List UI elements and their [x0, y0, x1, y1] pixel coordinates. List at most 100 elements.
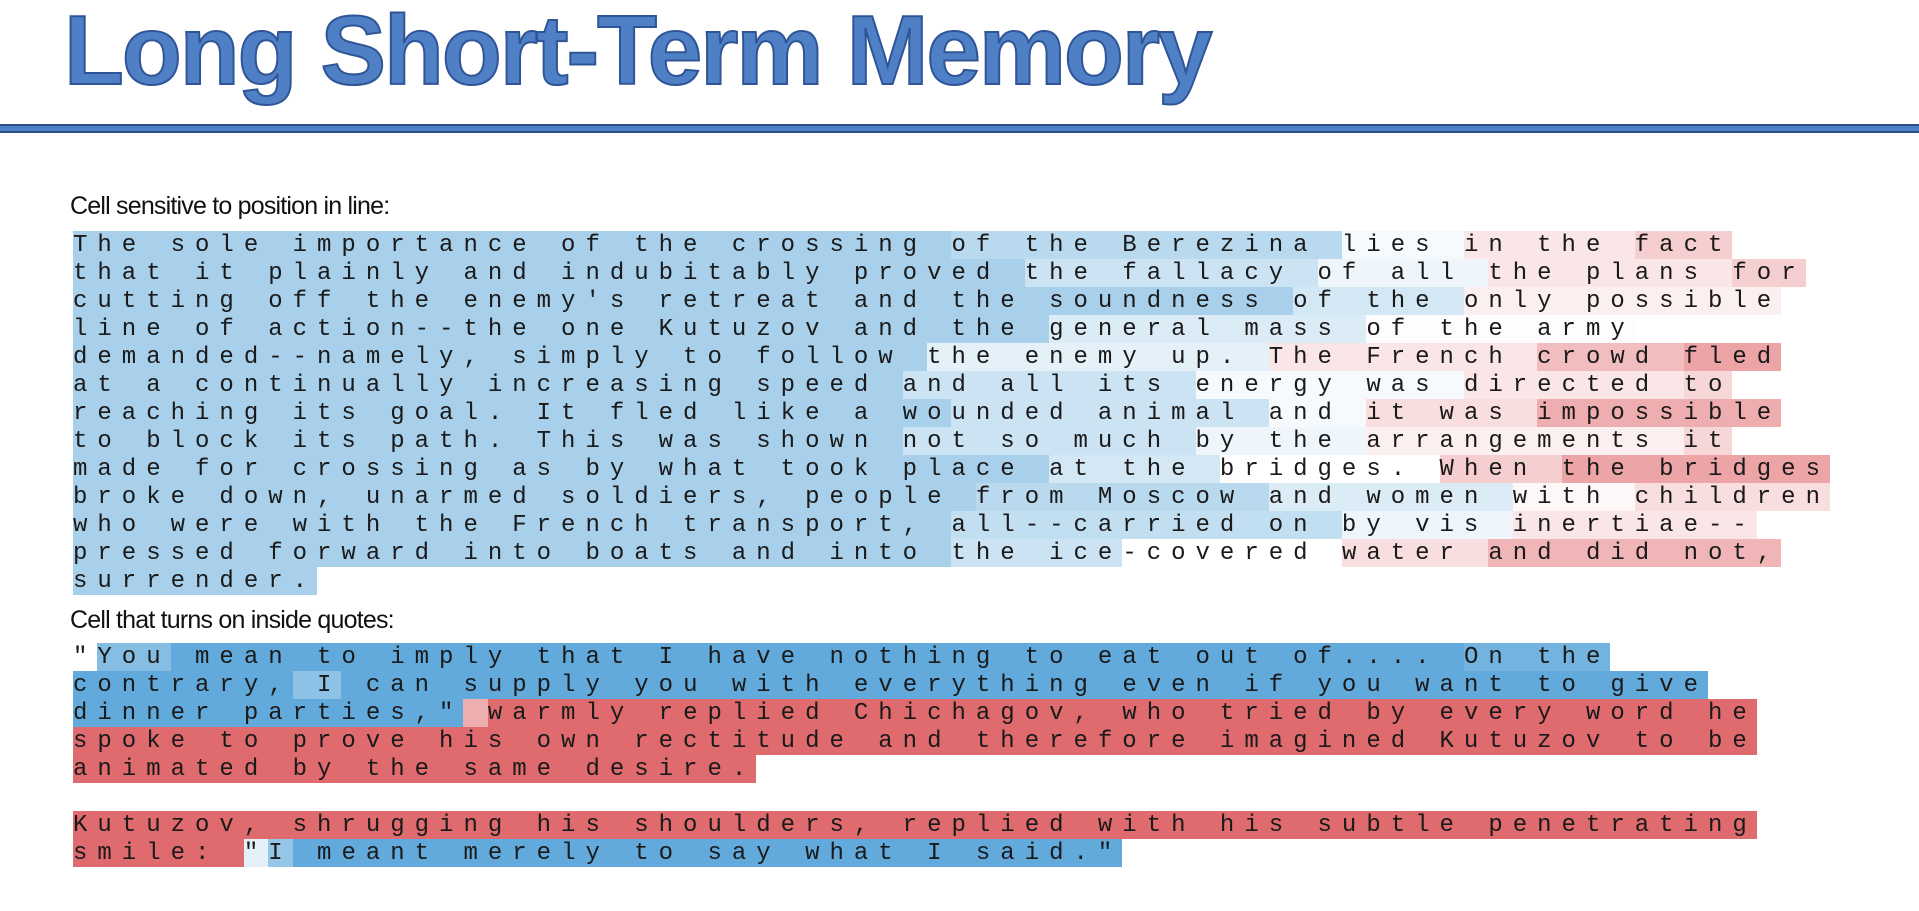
activation-segment: "	[73, 643, 98, 671]
activation-segment: spoke to prove his own rectitude and the…	[73, 727, 1757, 755]
activation-segment: inertiae--	[1512, 511, 1757, 539]
activation-segment: contrary,	[73, 671, 293, 699]
text-line: smile: "I meant merely to say what I sai…	[73, 839, 1757, 867]
activation-segment: broke down, unarmed soldiers, people	[73, 483, 976, 511]
activation-segment: meant merely to say what I said."	[292, 839, 1123, 867]
activation-segment: -covered	[1122, 539, 1342, 567]
activation-segment: to block its path. This was shown	[73, 427, 903, 455]
activation-segment: fled	[1683, 343, 1782, 371]
activation-segment: I	[268, 839, 293, 867]
text-line: surrender.	[73, 567, 1830, 595]
activation-segment: I	[292, 671, 342, 699]
title-divider	[0, 124, 1919, 133]
text-line: animated by the same desire.	[73, 755, 1757, 783]
section2-text-block: "You mean to imply that I have nothing t…	[73, 643, 1757, 867]
activation-segment: reaching its goal. It fled like a wo	[73, 399, 952, 427]
text-line: contrary, I can supply you with everythi…	[73, 671, 1757, 699]
activation-segment: and women	[1268, 483, 1513, 511]
activation-segment: and did not,	[1488, 539, 1782, 567]
activation-segment: made for crossing as by what took place	[73, 455, 1050, 483]
activation-segment: fact	[1634, 231, 1733, 259]
activation-segment: can supply you with everything even if y…	[341, 671, 1708, 699]
activation-segment	[463, 699, 488, 727]
text-line: cutting off the enemy's retreat and the …	[73, 287, 1830, 315]
activation-segment: animated by the same desire.	[73, 755, 757, 783]
activation-segment: "	[243, 839, 269, 867]
activation-segment: dinner parties,"	[73, 699, 464, 727]
activation-segment: energy was	[1195, 371, 1464, 399]
activation-segment: to	[1683, 371, 1733, 399]
activation-segment: The French	[1268, 343, 1538, 371]
activation-segment: the enemy up.	[927, 343, 1269, 371]
activation-segment: water	[1341, 539, 1489, 567]
activation-segment: pressed forward into boats and into	[73, 539, 952, 567]
activation-segment: unded animal	[951, 399, 1269, 427]
activation-segment: bridges.	[1219, 455, 1440, 483]
activation-segment: arrangements	[1366, 427, 1684, 455]
activation-segment: with	[1512, 483, 1635, 511]
text-line: pressed forward into boats and into the …	[73, 539, 1830, 567]
activation-segment: impossible	[1537, 399, 1782, 427]
text-line: broke down, unarmed soldiers, people fro…	[73, 483, 1830, 511]
text-line: "You mean to imply that I have nothing t…	[73, 643, 1757, 671]
activation-segment: line of action--the one Kutuzov and the	[73, 315, 1050, 343]
activation-segment: at the	[1049, 455, 1220, 483]
activation-segment: the plans	[1488, 259, 1733, 287]
text-line: that it plainly and indubitably proved t…	[73, 259, 1830, 287]
text-line: reaching its goal. It fled like a wounde…	[73, 399, 1830, 427]
activation-segment: of the army	[1366, 315, 1635, 343]
activation-segment: and	[1268, 399, 1367, 427]
activation-segment: directed	[1463, 371, 1684, 399]
activation-segment: the ice	[951, 539, 1123, 567]
activation-segment: general mass	[1049, 315, 1367, 343]
text-line: line of action--the one Kutuzov and the …	[73, 315, 1830, 343]
activation-segment: warmly replied Chichagov, who tried by e…	[487, 699, 1757, 727]
text-line: who were with the French transport, all-…	[73, 511, 1830, 539]
activation-segment: cutting off the enemy's retreat and the …	[73, 287, 1294, 315]
activation-segment: who were with the French transport,	[73, 511, 952, 539]
activation-segment: all--carried on	[951, 511, 1342, 539]
section1-text-block: The sole importance of the crossing of t…	[73, 231, 1830, 595]
activation-segment: by vis	[1341, 511, 1513, 539]
activation-segment: it was	[1366, 399, 1538, 427]
text-line: made for crossing as by what took place …	[73, 455, 1830, 483]
activation-segment: You	[97, 643, 171, 671]
activation-segment: The sole importance of the crossing	[73, 231, 952, 259]
text-line: The sole importance of the crossing of t…	[73, 231, 1830, 259]
activation-segment: mean to imply that I have nothing to eat…	[170, 643, 1464, 671]
text-line: demanded--namely, simply to follow the e…	[73, 343, 1830, 371]
text-line: spoke to prove his own rectitude and the…	[73, 727, 1757, 755]
text-line: to block its path. This was shown not so…	[73, 427, 1830, 455]
activation-segment: Kutuzov, shrugging his shoulders, replie…	[73, 811, 1757, 839]
activation-segment: of the Berezina	[951, 231, 1342, 259]
section2-heading: Cell that turns on inside quotes:	[70, 606, 395, 634]
text-line: dinner parties," warmly replied Chichago…	[73, 699, 1757, 727]
text-line: at a continually increasing speed and al…	[73, 371, 1830, 399]
section1-heading: Cell sensitive to position in line:	[70, 192, 390, 220]
activation-segment: and all its	[902, 371, 1196, 399]
activation-segment: the bridges	[1561, 455, 1830, 483]
activation-segment: from Moscow	[975, 483, 1269, 511]
activation-segment: that it plainly and indubitably proved	[73, 259, 1025, 287]
activation-segment: surrender.	[73, 567, 318, 595]
activation-segment: of the	[1293, 287, 1464, 315]
activation-segment: in the	[1463, 231, 1635, 259]
activation-segment: it	[1683, 427, 1733, 455]
activation-segment: of all	[1317, 259, 1489, 287]
activation-segment: demanded--namely, simply to follow	[73, 343, 928, 371]
activation-segment: crowd	[1537, 343, 1684, 371]
text-line	[73, 783, 1757, 811]
activation-segment: lies	[1341, 231, 1464, 259]
slide-title: Long Short-Term Memory	[63, 0, 1214, 106]
activation-segment: the fallacy	[1024, 259, 1318, 287]
activation-segment: only possible	[1463, 287, 1782, 315]
activation-segment: for	[1732, 259, 1806, 287]
activation-segment: by the	[1195, 427, 1367, 455]
activation-segment: children	[1634, 483, 1830, 511]
activation-segment: When	[1439, 455, 1562, 483]
activation-segment: smile:	[73, 839, 244, 867]
activation-segment: not so much	[902, 427, 1196, 455]
activation-segment: at a continually increasing speed	[73, 371, 903, 399]
activation-segment: On the	[1463, 643, 1611, 671]
text-line: Kutuzov, shrugging his shoulders, replie…	[73, 811, 1757, 839]
